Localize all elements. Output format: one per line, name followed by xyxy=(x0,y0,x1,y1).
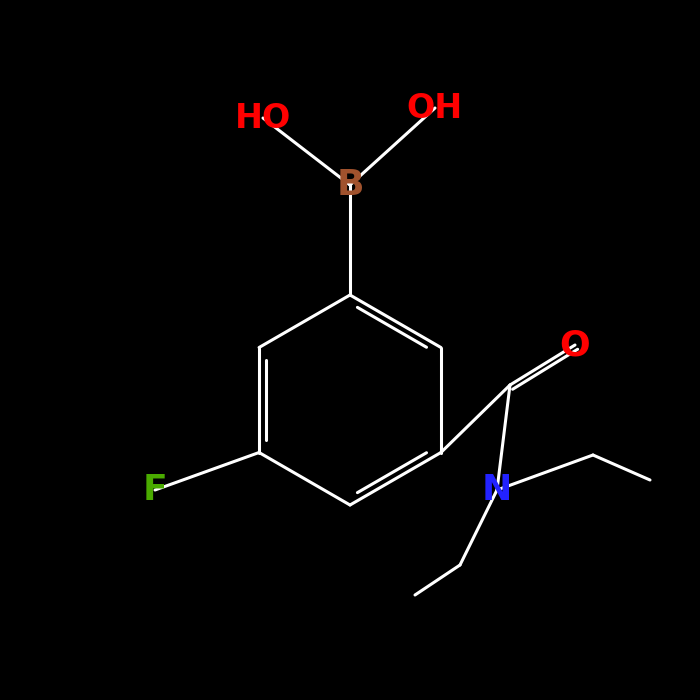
Text: OH: OH xyxy=(407,92,463,125)
Text: HO: HO xyxy=(235,102,291,134)
Text: B: B xyxy=(336,168,364,202)
Text: O: O xyxy=(559,328,590,362)
Text: N: N xyxy=(482,473,512,507)
Text: F: F xyxy=(143,473,167,507)
